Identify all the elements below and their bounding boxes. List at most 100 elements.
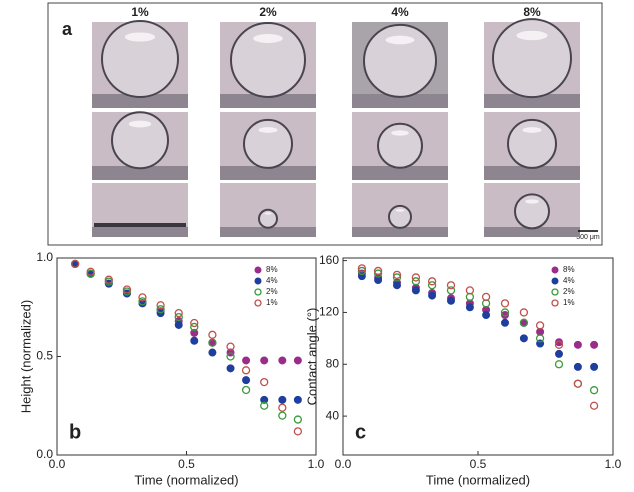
substrate	[92, 94, 188, 108]
data-point	[554, 340, 564, 349]
data-point	[260, 377, 269, 387]
y-tick-label: 0.5	[36, 349, 53, 363]
x-tick-label: 1.0	[605, 457, 622, 471]
data-point	[242, 356, 251, 365]
droplet	[363, 23, 437, 98]
data-point	[174, 309, 183, 318]
data-point	[411, 273, 421, 282]
legend-marker	[254, 277, 262, 285]
substrate	[92, 166, 188, 180]
droplet	[243, 118, 293, 169]
data-point	[278, 411, 287, 420]
data-point	[519, 334, 528, 343]
data-point	[174, 320, 183, 329]
data-point	[293, 356, 302, 365]
data-point	[190, 336, 199, 345]
reflection	[516, 30, 548, 41]
legend-label: 2%	[563, 287, 575, 296]
y-tick-label: 0.0	[36, 447, 53, 461]
data-point	[519, 308, 529, 317]
y-tick-label: 120	[319, 305, 339, 319]
droplet	[111, 111, 169, 170]
legend-label: 4%	[266, 276, 278, 285]
data-point	[446, 281, 456, 290]
reflection	[258, 127, 278, 133]
x-tick-label: 0.5	[470, 457, 487, 471]
data-point	[428, 291, 437, 300]
substrate	[484, 94, 580, 108]
data-point	[465, 303, 474, 312]
legend-marker	[551, 288, 559, 296]
data-point	[589, 386, 599, 395]
legend-label: 2%	[266, 287, 278, 296]
data-point	[260, 395, 269, 404]
legend-marker	[254, 266, 262, 274]
data-point	[190, 328, 199, 337]
data-point	[573, 379, 583, 388]
data-point	[208, 330, 217, 339]
substrate	[220, 166, 316, 180]
data-point	[590, 362, 599, 371]
data-point	[241, 366, 251, 375]
data-point	[481, 292, 491, 302]
data-point	[554, 360, 564, 369]
substrate	[484, 227, 580, 237]
x-tick-label: 0.5	[178, 457, 195, 471]
data-point	[70, 259, 80, 269]
data-point	[293, 395, 302, 404]
y-tick-label: 40	[326, 408, 340, 422]
column-label: 2%	[259, 5, 277, 19]
panel-label: c	[355, 421, 366, 443]
column-label: 8%	[523, 5, 541, 19]
legend-marker	[551, 277, 559, 285]
data-point	[156, 301, 165, 310]
legend-label: 1%	[266, 298, 278, 307]
data-point	[465, 286, 475, 295]
data-point	[293, 415, 303, 424]
reflection	[391, 130, 409, 136]
legend-label: 8%	[266, 265, 278, 274]
data-point	[208, 348, 217, 357]
data-point	[104, 275, 113, 284]
data-point	[226, 364, 235, 373]
data-point	[501, 318, 509, 327]
y-axis-label: Height (normalized)	[18, 300, 33, 413]
y-tick-label: 80	[326, 356, 340, 370]
data-point	[260, 356, 269, 365]
substrate	[484, 166, 580, 180]
data-point	[392, 273, 402, 282]
data-point	[392, 270, 402, 279]
reflection	[525, 199, 539, 204]
droplet	[101, 20, 179, 99]
reflection	[395, 209, 405, 212]
data-point	[226, 342, 235, 351]
legend-marker	[551, 266, 559, 274]
reflection	[128, 120, 152, 128]
data-point	[241, 385, 251, 395]
data-point	[226, 352, 235, 361]
x-tick-label: 1.0	[308, 457, 325, 471]
substrate	[92, 227, 188, 237]
data-point	[293, 427, 303, 436]
data-point	[411, 286, 420, 295]
x-tick-label: 0.0	[335, 457, 352, 471]
data-point	[373, 266, 383, 276]
data-point	[156, 305, 165, 314]
data-point	[357, 266, 367, 276]
data-point	[555, 338, 563, 347]
data-point	[373, 269, 383, 278]
data-point	[482, 311, 491, 320]
reflection	[124, 32, 156, 42]
data-point	[555, 349, 563, 358]
data-point	[573, 340, 582, 349]
droplet	[258, 208, 278, 229]
data-point	[447, 296, 455, 305]
column-label: 4%	[391, 5, 409, 19]
droplet	[377, 122, 423, 169]
data-point	[86, 267, 95, 276]
y-axis-label: Contact angle (°)	[304, 308, 319, 406]
film	[94, 223, 186, 227]
panel-label: a	[62, 19, 73, 39]
